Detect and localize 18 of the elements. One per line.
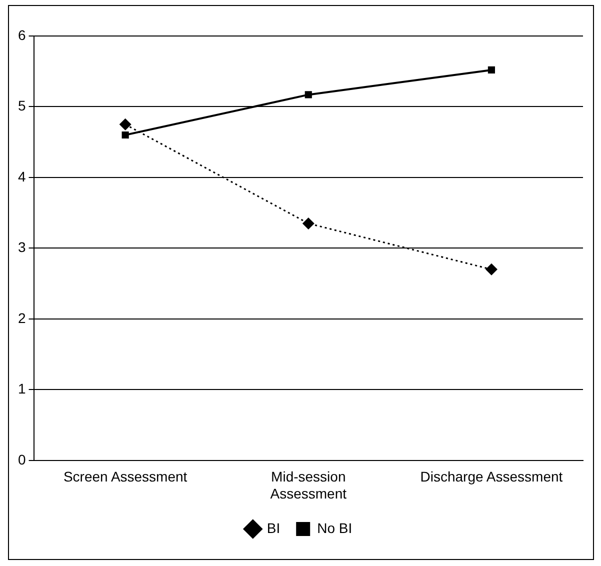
x-tick-label: Screen Assessment: [63, 468, 188, 485]
y-tick-label: 4: [18, 168, 26, 184]
legend-label: No BI: [317, 520, 352, 536]
y-tick-label: 6: [18, 26, 26, 43]
x-tick-label: Discharge Assessment: [420, 468, 563, 485]
y-tick-label: 5: [18, 98, 26, 114]
y-tick-label: 0: [18, 451, 26, 468]
point: [304, 91, 312, 98]
point: [302, 217, 314, 230]
point: [122, 131, 129, 139]
point: [488, 66, 495, 74]
point: [119, 118, 132, 130]
y-tick-label: 3: [18, 239, 26, 256]
y-tick-label: 2: [18, 310, 26, 326]
x-tick-label: Mid-session Assessment: [270, 468, 347, 502]
y-tick-label: 1: [18, 380, 26, 397]
legend-label: BI: [266, 520, 280, 536]
point: [485, 263, 498, 276]
